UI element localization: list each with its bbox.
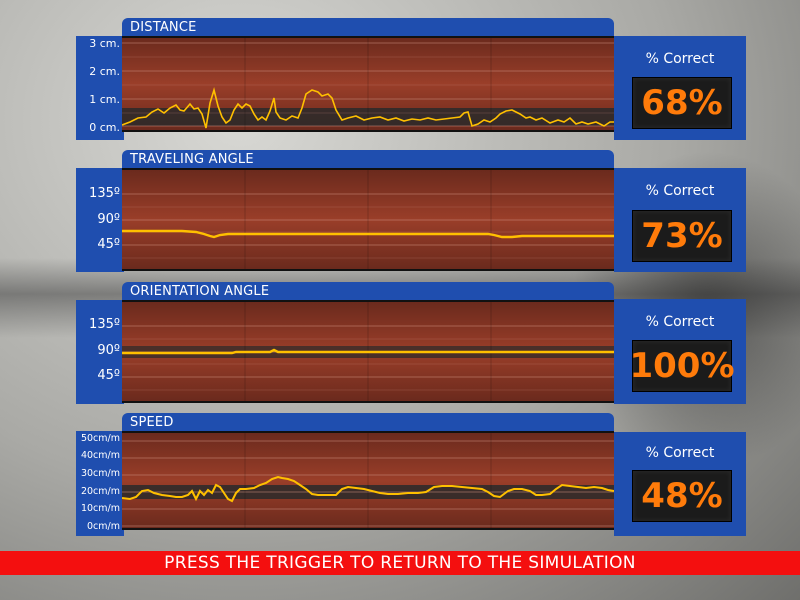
- speed-title: SPEED: [122, 413, 614, 432]
- speed-tick-0: 0cm/m: [87, 521, 120, 532]
- distance-score-display: 68%: [632, 77, 732, 129]
- orientation-angle-tick-90: 90º: [97, 343, 120, 358]
- orientation-angle-title: ORIENTATION ANGLE: [122, 282, 614, 301]
- distance-score-box: % Correct 68%: [614, 36, 746, 140]
- distance-title: DISTANCE: [122, 18, 614, 37]
- traveling-angle-line: [122, 229, 614, 239]
- distance-score-value: 68%: [641, 83, 723, 123]
- traveling-angle-tick-90: 90º: [97, 212, 120, 227]
- traveling-angle-score-display: 73%: [632, 210, 732, 262]
- traveling-angle-tick-135: 135º: [89, 186, 120, 201]
- speed-tick-20: 20cm/m: [80, 486, 120, 497]
- speed-plot: [122, 431, 614, 530]
- traveling-angle-score-box: % Correct 73%: [614, 168, 746, 272]
- speed-score-value: 48%: [641, 476, 723, 516]
- traveling-angle-score-label: % Correct: [645, 183, 715, 199]
- orientation-angle-score-value: 100%: [629, 346, 735, 386]
- distance-score-label: % Correct: [645, 51, 715, 67]
- distance-line: [122, 87, 614, 129]
- orientation-angle-line: [122, 348, 614, 355]
- distance-tick-0: 0 cm.: [89, 121, 120, 134]
- traveling-angle-plot: [122, 168, 614, 271]
- speed-tick-30: 30cm/m: [80, 468, 120, 479]
- orientation-angle-axis: 135º 90º 45º: [76, 300, 124, 404]
- orientation-angle-plot: [122, 300, 614, 403]
- traveling-angle-score-value: 73%: [641, 216, 723, 256]
- orientation-angle-score-box: % Correct 100%: [614, 299, 746, 404]
- traveling-angle-title: TRAVELING ANGLE: [122, 150, 614, 169]
- distance-tick-2: 2 cm.: [89, 65, 120, 78]
- traveling-angle-axis: 135º 90º 45º: [76, 168, 124, 272]
- distance-plot: [122, 36, 614, 132]
- speed-chart: [122, 433, 614, 528]
- orientation-angle-tick-45: 45º: [97, 368, 120, 383]
- speed-tick-50: 50cm/m: [80, 433, 120, 444]
- orientation-angle-score-display: 100%: [629, 340, 735, 392]
- speed-score-box: % Correct 48%: [614, 432, 746, 536]
- speed-line: [122, 475, 614, 503]
- distance-tick-1: 1 cm.: [89, 93, 120, 106]
- speed-score-label: % Correct: [645, 445, 715, 461]
- speed-axis: 50cm/m 40cm/m 30cm/m 20cm/m 10cm/m 0cm/m: [76, 431, 124, 536]
- traveling-angle-chart: [122, 170, 614, 269]
- orientation-angle-score-label: % Correct: [645, 314, 715, 330]
- orientation-angle-chart: [122, 302, 614, 401]
- distance-axis: 3 cm. 2 cm. 1 cm. 0 cm.: [76, 36, 124, 140]
- speed-tick-40: 40cm/m: [80, 450, 120, 461]
- traveling-angle-tick-45: 45º: [97, 237, 120, 252]
- speed-score-display: 48%: [632, 470, 732, 522]
- distance-chart: [122, 38, 614, 130]
- orientation-angle-tick-135: 135º: [89, 317, 120, 332]
- return-to-simulation-banner[interactable]: PRESS THE TRIGGER TO RETURN TO THE SIMUL…: [0, 551, 800, 575]
- speed-tick-10: 10cm/m: [80, 503, 120, 514]
- distance-tick-3: 3 cm.: [89, 37, 120, 50]
